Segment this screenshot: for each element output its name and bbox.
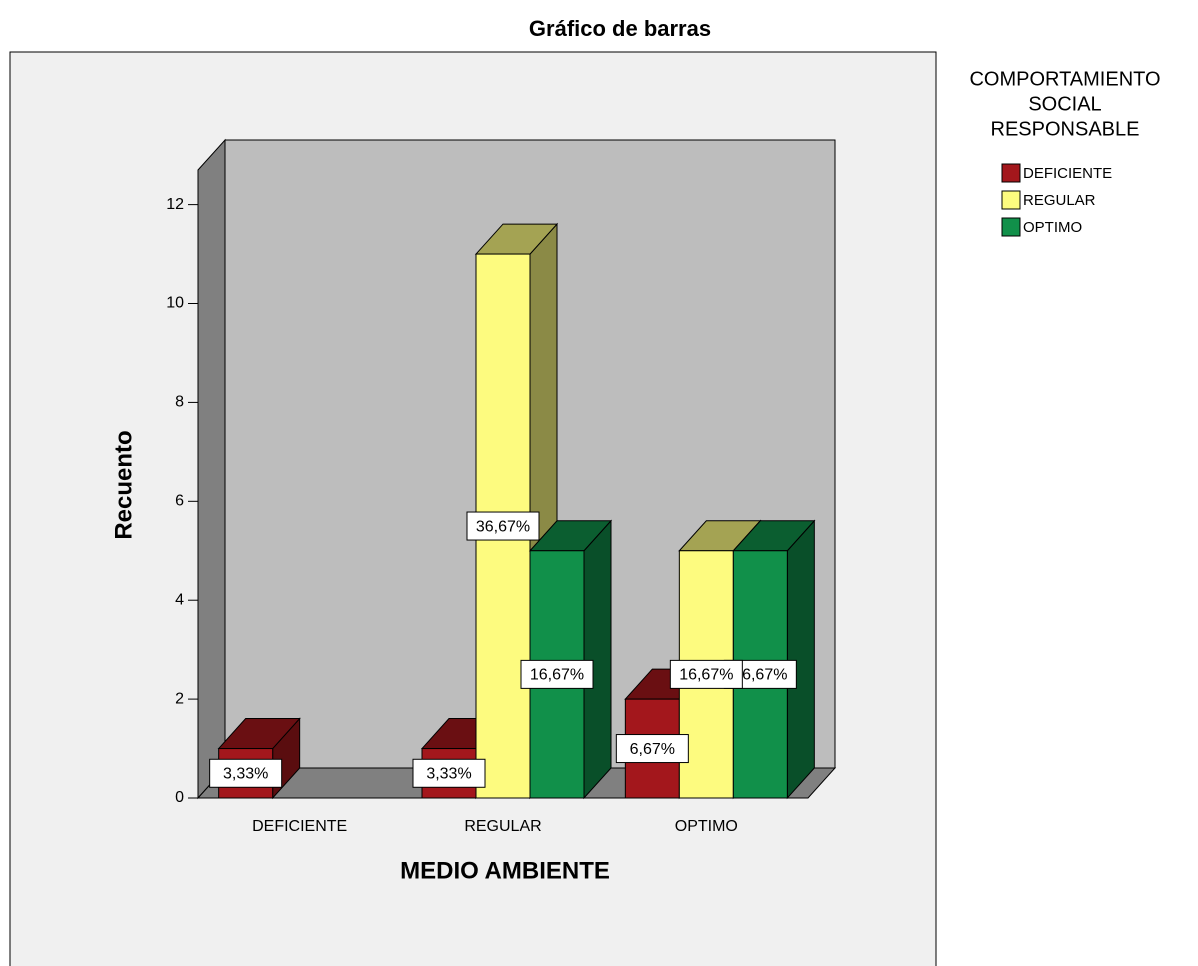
value-label-box bbox=[615, 734, 689, 764]
bar-side bbox=[786, 519, 815, 800]
legend-title: SOCIAL bbox=[1028, 93, 1101, 115]
legend-title: COMPORTAMIENTO bbox=[969, 68, 1160, 90]
value-label: 16,67% bbox=[733, 667, 787, 684]
y-tick-label: 10 bbox=[166, 295, 184, 312]
x-axis-label: MEDIO AMBIENTE bbox=[400, 857, 610, 884]
y-tick-label: 4 bbox=[175, 591, 184, 608]
y-axis-label: Recuento bbox=[110, 430, 137, 539]
x-tick-label: OPTIMO bbox=[675, 818, 738, 835]
legend-swatch bbox=[1001, 217, 1021, 237]
legend-swatch bbox=[1001, 190, 1021, 210]
y-tick-label: 0 bbox=[175, 789, 184, 806]
y-tick-label: 2 bbox=[175, 690, 184, 707]
legend-swatch bbox=[1001, 163, 1021, 183]
chart-title: Gráfico de barras bbox=[529, 16, 711, 41]
value-label: 36,67% bbox=[476, 518, 530, 535]
value-label: 16,67% bbox=[679, 667, 733, 684]
value-label-box bbox=[669, 659, 743, 689]
value-label: 3,33% bbox=[223, 765, 268, 782]
left-wall bbox=[197, 138, 226, 800]
value-label-box bbox=[209, 758, 283, 788]
y-tick-label: 12 bbox=[166, 196, 184, 213]
legend-label: REGULAR bbox=[1023, 192, 1096, 209]
x-tick-label: DEFICIENTE bbox=[252, 818, 347, 835]
value-label: 3,33% bbox=[426, 765, 471, 782]
value-label-box bbox=[412, 758, 486, 788]
legend-label: OPTIMO bbox=[1023, 219, 1082, 236]
value-label: 6,67% bbox=[630, 741, 675, 758]
x-tick-label: REGULAR bbox=[464, 818, 541, 835]
y-tick-label: 6 bbox=[175, 493, 184, 510]
y-tick-label: 8 bbox=[175, 394, 184, 411]
legend-title: RESPONSABLE bbox=[991, 118, 1140, 140]
bar-side bbox=[583, 519, 612, 800]
value-label: 16,67% bbox=[530, 667, 584, 684]
legend-label: DEFICIENTE bbox=[1023, 165, 1112, 182]
value-label-box bbox=[466, 511, 540, 541]
value-label-box bbox=[520, 659, 594, 689]
